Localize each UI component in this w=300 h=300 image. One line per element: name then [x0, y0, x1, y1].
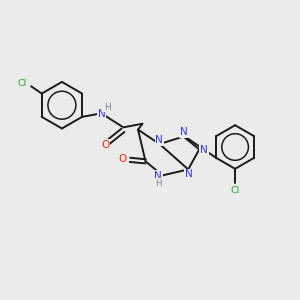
Text: Cl: Cl: [18, 80, 27, 88]
Text: N: N: [200, 145, 208, 155]
Text: O: O: [101, 140, 109, 150]
Text: N: N: [180, 127, 188, 137]
Text: N: N: [154, 171, 162, 181]
Text: O: O: [118, 154, 126, 164]
Text: N: N: [98, 109, 105, 119]
Text: N: N: [185, 169, 193, 179]
Text: H: H: [104, 103, 111, 112]
Text: Cl: Cl: [230, 185, 240, 194]
Text: H: H: [155, 179, 161, 188]
Text: N: N: [155, 135, 163, 145]
